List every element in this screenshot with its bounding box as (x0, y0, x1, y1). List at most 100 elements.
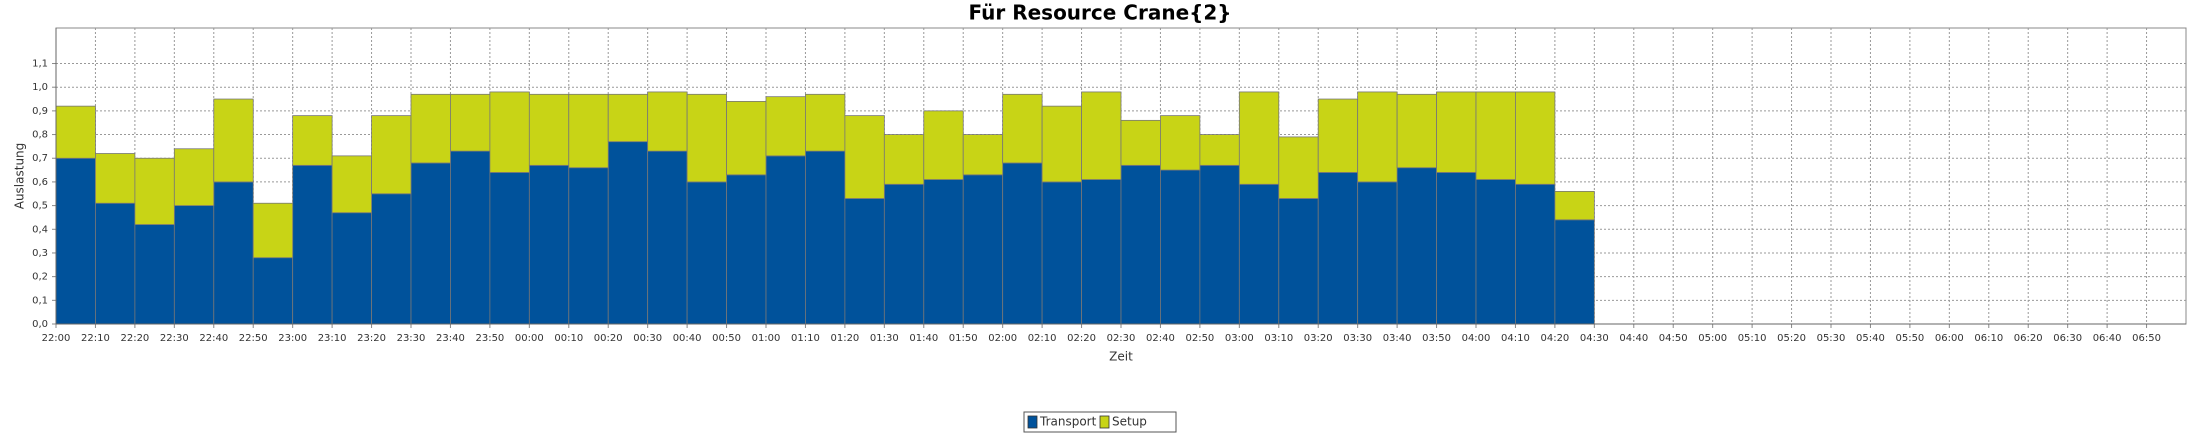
bar-segment (686, 93, 727, 183)
y-tick-label: 0,4 (32, 224, 48, 235)
x-tick-label: 05:00 (1698, 333, 1727, 344)
bar-segment (1199, 134, 1240, 166)
bar-segment (1436, 172, 1477, 325)
x-tick-label: 22:10 (81, 333, 110, 344)
bar-segment (95, 202, 136, 325)
y-tick-label: 0,9 (32, 106, 48, 117)
x-axis-label: Zeit (1109, 350, 1133, 364)
bar-segment (450, 93, 491, 152)
bar-segment (1317, 98, 1359, 173)
bar-segment (252, 257, 294, 325)
x-tick-label: 00:00 (515, 333, 544, 344)
bar-segment (883, 183, 925, 325)
bar-segment (55, 105, 96, 159)
bar-segment (410, 93, 451, 164)
bar-segment (1515, 183, 1556, 325)
y-tick-label: 0,0 (32, 319, 48, 330)
bar-segment (726, 174, 767, 325)
bar-segment (647, 150, 688, 325)
x-tick-label: 23:50 (475, 333, 504, 344)
x-tick-label: 06:50 (2132, 333, 2161, 344)
x-tick-label: 05:30 (1817, 333, 1846, 344)
bar-segment (962, 174, 1004, 325)
bar-segment (213, 181, 254, 325)
x-tick-label: 01:10 (791, 333, 820, 344)
bar-segment (1357, 181, 1398, 325)
x-tick-label: 23:20 (357, 333, 386, 344)
x-tick-label: 22:50 (239, 333, 268, 344)
x-tick-label: 02:10 (1028, 333, 1057, 344)
x-tick-label: 22:00 (42, 333, 71, 344)
bar-segment (292, 115, 333, 166)
x-tick-label: 05:10 (1738, 333, 1767, 344)
bar-segment (1396, 167, 1437, 325)
bar-segment (331, 155, 372, 214)
bar-segment (1160, 169, 1201, 325)
bar-segment (410, 162, 451, 325)
x-tick-label: 00:40 (673, 333, 702, 344)
x-tick-label: 22:30 (160, 333, 189, 344)
x-tick-label: 05:40 (1856, 333, 1885, 344)
bar-segment (1120, 164, 1161, 325)
bar-segment (883, 134, 925, 185)
x-tick-label: 04:30 (1580, 333, 1609, 344)
x-tick-label: 02:40 (1146, 333, 1175, 344)
bar-segment (292, 164, 333, 325)
bar-segment (568, 93, 609, 169)
bar-segment (489, 91, 530, 173)
x-tick-label: 05:20 (1777, 333, 1806, 344)
x-tick-label: 02:00 (988, 333, 1017, 344)
bar-segment (1002, 162, 1043, 325)
x-tick-label: 04:40 (1619, 333, 1648, 344)
bar-segment (1475, 179, 1516, 325)
bar-segment (765, 155, 806, 325)
x-tick-label: 01:20 (830, 333, 859, 344)
bar-segment (1160, 115, 1201, 171)
bar-segment (528, 164, 570, 325)
x-tick-label: 06:00 (1935, 333, 1964, 344)
y-axis-label: Auslastung (13, 143, 27, 210)
bar-segment (1278, 198, 1319, 325)
bar-segment (607, 141, 649, 325)
x-tick-label: 23:00 (278, 333, 307, 344)
x-tick-label: 03:20 (1304, 333, 1333, 344)
y-tick-label: 0,2 (32, 272, 48, 283)
x-tick-label: 03:00 (1225, 333, 1254, 344)
x-tick-label: 02:30 (1107, 333, 1136, 344)
x-tick-label: 06:20 (2014, 333, 2043, 344)
x-tick-label: 04:20 (1540, 333, 1569, 344)
bar-segment (765, 96, 806, 157)
bar-segment (1317, 172, 1359, 325)
x-tick-label: 23:30 (397, 333, 426, 344)
bar-segment (1081, 91, 1122, 180)
x-tick-label: 06:30 (2053, 333, 2082, 344)
bar-segment (962, 134, 1004, 176)
y-tick-label: 0,3 (32, 248, 48, 259)
x-tick-label: 04:10 (1501, 333, 1530, 344)
x-tick-label: 00:50 (712, 333, 741, 344)
bar-segment (1041, 105, 1082, 183)
bar-segment (1554, 190, 1595, 221)
x-tick-label: 22:40 (199, 333, 228, 344)
bar-segment (844, 198, 885, 325)
bar-segment (213, 98, 254, 183)
chart-title: Für Resource Crane{2} (968, 1, 1231, 25)
bar-segment (726, 101, 767, 176)
bar-segment (805, 93, 846, 152)
x-tick-label: 03:50 (1422, 333, 1451, 344)
x-tick-label: 01:40 (909, 333, 938, 344)
x-tick-label: 06:10 (1974, 333, 2003, 344)
x-tick-label: 23:10 (318, 333, 347, 344)
bar-segment (134, 157, 175, 225)
bar-segment (844, 115, 885, 199)
bar-segment (1002, 93, 1043, 164)
bar-segment (371, 115, 412, 195)
bar-segment (489, 172, 530, 325)
bar-segment (1475, 91, 1516, 180)
bar-segment (607, 93, 649, 143)
bar-segment (1554, 219, 1595, 325)
bar-segment (1278, 136, 1319, 199)
bar-segment (805, 150, 846, 325)
x-tick-label: 04:50 (1659, 333, 1688, 344)
